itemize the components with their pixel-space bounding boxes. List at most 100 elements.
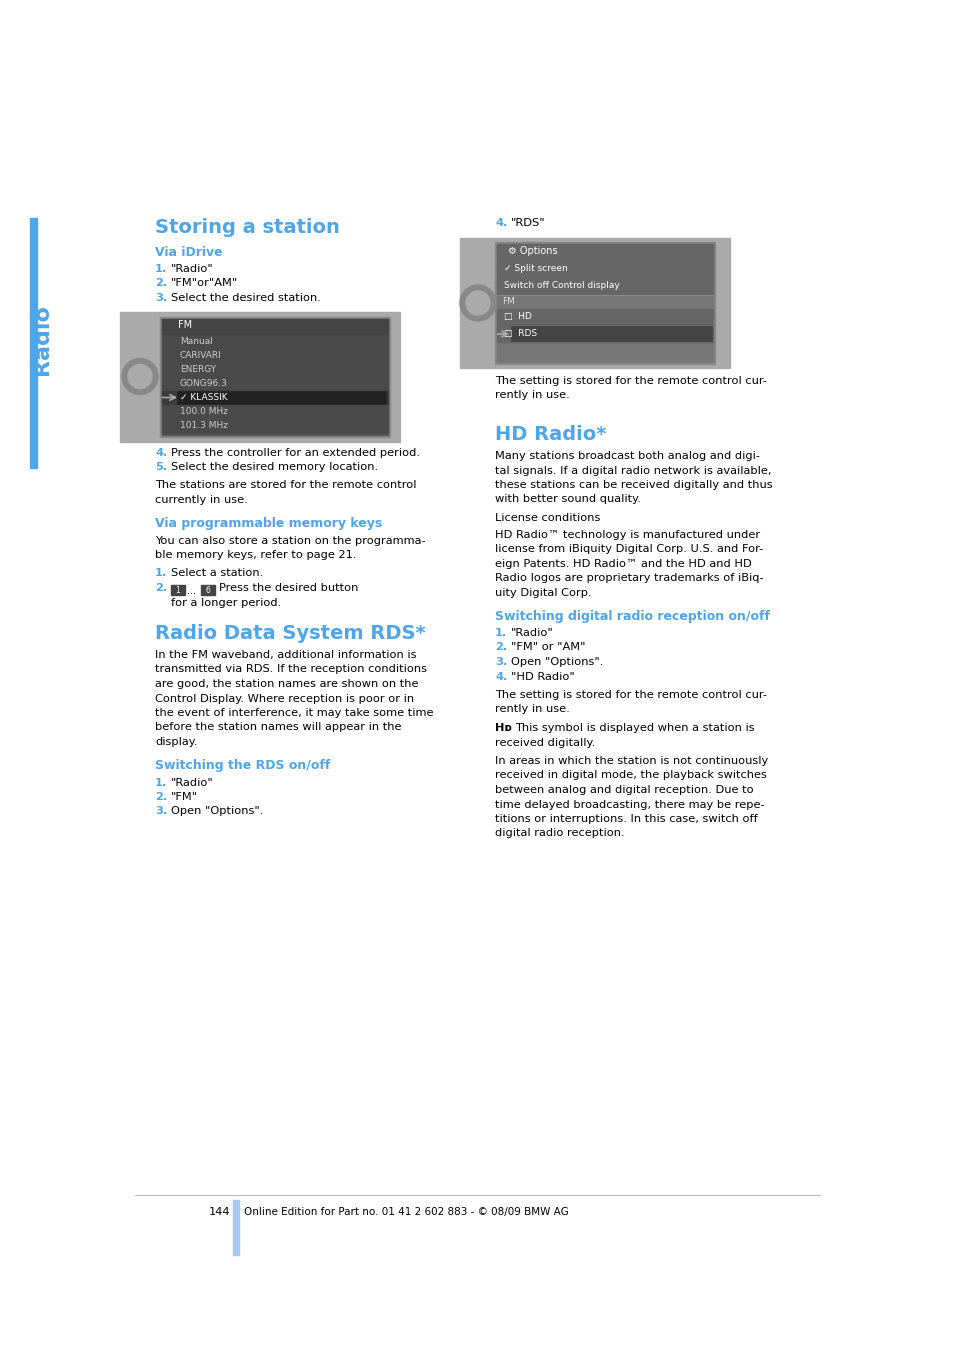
- Text: 2.: 2.: [154, 792, 167, 802]
- Text: before the station names will appear in the: before the station names will appear in …: [154, 722, 401, 733]
- Text: Select the desired station.: Select the desired station.: [171, 293, 320, 302]
- Text: rently in use.: rently in use.: [495, 390, 569, 401]
- Text: 1: 1: [175, 586, 180, 595]
- Circle shape: [465, 292, 490, 315]
- Text: with better sound quality.: with better sound quality.: [495, 494, 640, 505]
- Text: The stations are stored for the remote control: The stations are stored for the remote c…: [154, 481, 416, 490]
- Text: 3.: 3.: [154, 293, 167, 302]
- Circle shape: [122, 359, 158, 394]
- Text: Select the desired memory location.: Select the desired memory location.: [171, 462, 377, 472]
- Text: You can also store a station on the programma-: You can also store a station on the prog…: [154, 536, 425, 545]
- Text: GONG96.3: GONG96.3: [180, 378, 228, 387]
- Text: Online Edition for Part no. 01 41 2 602 883 - © 08/09 BMW AG: Online Edition for Part no. 01 41 2 602 …: [244, 1207, 568, 1216]
- Text: 5.: 5.: [154, 462, 167, 472]
- Text: Control Display. Where reception is poor or in: Control Display. Where reception is poor…: [154, 694, 414, 703]
- Text: transmitted via RDS. If the reception conditions: transmitted via RDS. If the reception co…: [154, 664, 427, 675]
- Text: License conditions: License conditions: [495, 513, 599, 522]
- Bar: [233, 1200, 239, 1256]
- Text: Press the controller for an extended period.: Press the controller for an extended per…: [171, 447, 419, 458]
- Text: In the FM waveband, additional information is: In the FM waveband, additional informati…: [154, 649, 416, 660]
- Text: The setting is stored for the remote control cur-: The setting is stored for the remote con…: [495, 377, 766, 386]
- Text: ENERGY: ENERGY: [180, 364, 216, 374]
- Text: Radio Data System RDS*: Radio Data System RDS*: [154, 624, 425, 643]
- Text: license from iBiquity Digital Corp. U.S. and For-: license from iBiquity Digital Corp. U.S.…: [495, 544, 762, 554]
- Bar: [171, 585, 185, 595]
- Text: 2.: 2.: [154, 583, 167, 593]
- Text: Storing a station: Storing a station: [154, 217, 339, 238]
- Bar: [497, 244, 712, 261]
- Text: ble memory keys, refer to page 21.: ble memory keys, refer to page 21.: [154, 549, 356, 560]
- Text: time delayed broadcasting, there may be repe-: time delayed broadcasting, there may be …: [495, 799, 763, 810]
- Text: Open "Options".: Open "Options".: [171, 806, 263, 817]
- Text: In areas in which the station is not continuously: In areas in which the station is not con…: [495, 756, 767, 765]
- Text: "FM": "FM": [171, 792, 198, 802]
- Circle shape: [128, 364, 152, 389]
- Bar: [30, 217, 37, 468]
- Text: This symbol is displayed when a station is: This symbol is displayed when a station …: [515, 724, 754, 733]
- Text: 2.: 2.: [495, 643, 507, 652]
- Text: currently in use.: currently in use.: [154, 495, 248, 505]
- Bar: [162, 418, 388, 432]
- Bar: [497, 278, 712, 294]
- Text: uity Digital Corp.: uity Digital Corp.: [495, 587, 591, 598]
- Text: Many stations broadcast both analog and digi-: Many stations broadcast both analog and …: [495, 451, 760, 460]
- Text: tal signals. If a digital radio network is available,: tal signals. If a digital radio network …: [495, 466, 771, 475]
- Text: 4.: 4.: [154, 447, 167, 458]
- Text: ...: ...: [187, 586, 195, 595]
- Text: rently in use.: rently in use.: [495, 705, 569, 714]
- Text: digital radio reception.: digital radio reception.: [495, 829, 624, 838]
- Text: 101.3 MHz: 101.3 MHz: [180, 420, 228, 429]
- Text: "FM" or "AM": "FM" or "AM": [511, 643, 585, 652]
- Text: 4.: 4.: [495, 217, 507, 228]
- Bar: [497, 244, 712, 362]
- Text: Switch off Control display: Switch off Control display: [503, 281, 619, 290]
- Text: Radio logos are proprietary trademarks of iBiq-: Radio logos are proprietary trademarks o…: [495, 572, 762, 583]
- Bar: [178, 392, 386, 404]
- Text: Via programmable memory keys: Via programmable memory keys: [154, 517, 382, 531]
- Bar: [162, 319, 388, 435]
- Text: "Radio": "Radio": [171, 778, 213, 787]
- Text: "RDS": "RDS": [511, 217, 545, 228]
- Text: display.: display.: [154, 737, 197, 747]
- Text: Switching digital radio reception on/off: Switching digital radio reception on/off: [495, 610, 769, 622]
- Bar: [162, 390, 388, 405]
- Text: "HD Radio": "HD Radio": [511, 671, 574, 682]
- Text: eign Patents. HD Radio™ and the HD and HD: eign Patents. HD Radio™ and the HD and H…: [495, 559, 751, 568]
- Text: 2.: 2.: [154, 278, 167, 289]
- Text: FM: FM: [501, 297, 515, 306]
- Bar: [459, 238, 729, 369]
- Text: 3.: 3.: [154, 806, 167, 817]
- Bar: [162, 319, 388, 333]
- Bar: [495, 242, 714, 364]
- Bar: [497, 325, 712, 342]
- Text: ✓ Split screen: ✓ Split screen: [503, 265, 567, 273]
- Bar: [512, 327, 711, 342]
- Bar: [497, 261, 712, 277]
- Text: 1.: 1.: [154, 568, 167, 579]
- Text: Select a station.: Select a station.: [171, 568, 263, 579]
- Text: ⚙ Options: ⚙ Options: [507, 246, 558, 256]
- Bar: [162, 335, 388, 348]
- Circle shape: [459, 285, 496, 321]
- Text: the event of interference, it may take some time: the event of interference, it may take s…: [154, 707, 433, 718]
- Text: 6: 6: [205, 586, 211, 595]
- Bar: [201, 585, 214, 595]
- Text: Radio: Radio: [32, 305, 52, 375]
- Text: are good, the station names are shown on the: are good, the station names are shown on…: [154, 679, 418, 688]
- Bar: [162, 377, 388, 390]
- Text: "Radio": "Radio": [511, 628, 553, 639]
- Text: Switching the RDS on/off: Switching the RDS on/off: [154, 760, 330, 772]
- Text: 4.: 4.: [495, 671, 507, 682]
- Text: FM: FM: [178, 320, 192, 331]
- Text: HD Radio™ technology is manufactured under: HD Radio™ technology is manufactured und…: [495, 529, 760, 540]
- Text: "FM"or"AM": "FM"or"AM": [171, 278, 238, 289]
- Text: titions or interruptions. In this case, switch off: titions or interruptions. In this case, …: [495, 814, 757, 824]
- Text: 1.: 1.: [154, 265, 167, 274]
- Bar: [120, 312, 399, 441]
- Text: 1.: 1.: [495, 628, 507, 639]
- Text: Via iDrive: Via iDrive: [154, 246, 222, 259]
- Bar: [162, 405, 388, 418]
- Text: Open "Options".: Open "Options".: [511, 657, 602, 667]
- Text: 100.0 MHz: 100.0 MHz: [180, 406, 228, 416]
- Text: HD Radio*: HD Radio*: [495, 425, 606, 444]
